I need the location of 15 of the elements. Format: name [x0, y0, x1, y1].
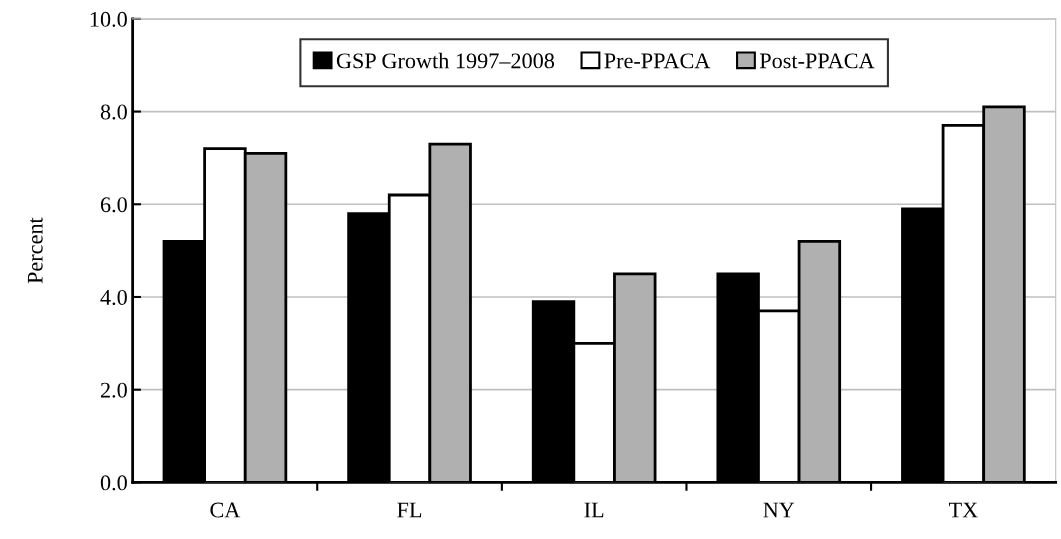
x-tick-label: NY [763, 502, 795, 518]
y-tick-label: 0.0 [100, 475, 127, 491]
legend-label: Pre-PPACA [604, 53, 711, 69]
x-tick-label: IL [584, 502, 604, 518]
x-tick-label: FL [397, 502, 422, 518]
x-tick-label: TX [948, 502, 978, 518]
legend-label: GSP Growth 1997–2008 [336, 52, 555, 69]
y-tick-label: 6.0 [100, 197, 127, 213]
x-tick-label: CA [210, 502, 241, 518]
y-tick-label: 4.0 [100, 289, 127, 306]
y-tick-label: 8.0 [100, 104, 127, 120]
y-tick-label: 10.0 [90, 11, 127, 27]
legend-label: Post-PPACA [759, 53, 875, 69]
y-tick-label: 2.0 [100, 382, 127, 398]
y-axis-title: Percent [27, 217, 43, 284]
